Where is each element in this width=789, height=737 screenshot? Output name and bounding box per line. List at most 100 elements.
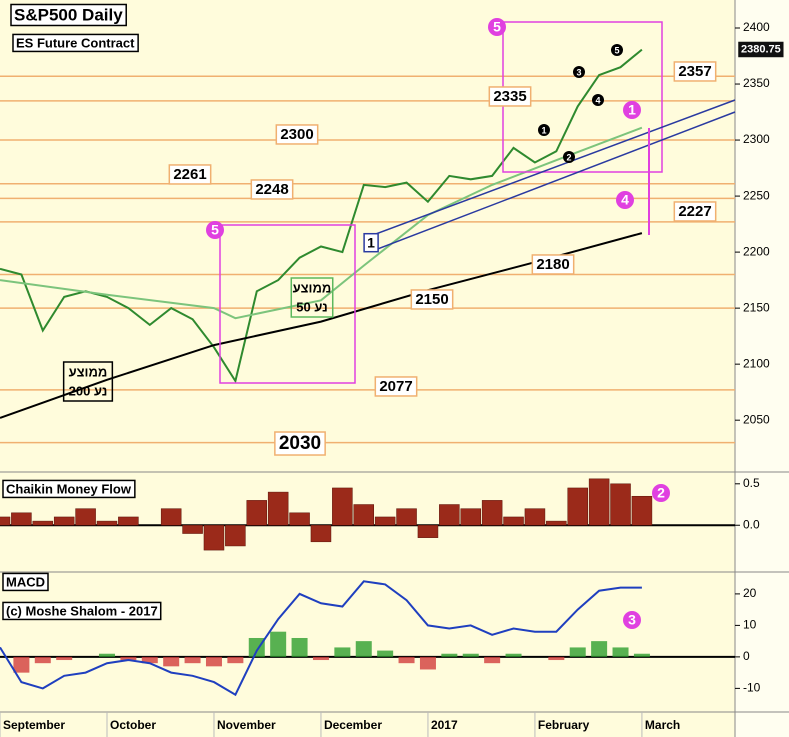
histogram-bar <box>120 656 137 661</box>
histogram-bar <box>334 647 351 657</box>
histogram-bar <box>141 656 158 664</box>
annotation-marker <box>623 611 641 629</box>
histogram-bar <box>291 637 308 657</box>
histogram-bar <box>633 653 650 657</box>
histogram-bar <box>312 656 329 661</box>
bar <box>225 524 246 547</box>
bar <box>396 508 417 526</box>
annotation: נע 50 <box>296 299 327 314</box>
bar <box>96 520 118 526</box>
annotation: 3 <box>576 67 581 77</box>
label-box <box>410 289 454 310</box>
bar <box>631 495 653 526</box>
chart-subtitle: ES Future Contract <box>16 35 135 50</box>
annotation: 4 <box>595 95 600 105</box>
x-tick-label: November <box>217 718 276 732</box>
bar <box>439 504 460 526</box>
label-box <box>274 431 326 456</box>
x-tick-label: October <box>110 718 156 732</box>
x-tick-label: September <box>3 718 65 732</box>
label-box <box>2 479 136 499</box>
bar <box>503 516 524 526</box>
annotation: נע 200 <box>69 383 108 398</box>
annotation: 2 <box>657 485 665 501</box>
marks <box>0 48 735 697</box>
level-label: 2300 <box>280 126 313 143</box>
chart-title: S&P500 Daily <box>14 5 123 24</box>
bar <box>481 500 503 526</box>
annotation-marker <box>652 484 670 502</box>
bar <box>460 508 481 526</box>
label-box <box>250 179 294 200</box>
label-box <box>738 41 784 58</box>
bar <box>332 487 353 526</box>
histogram-bar <box>569 647 586 657</box>
y-tick-label: 2350 <box>743 76 770 90</box>
histogram-bar <box>56 656 73 661</box>
level-label: 2030 <box>279 433 321 454</box>
bar <box>53 516 75 526</box>
y-tick-label: 2400 <box>743 20 770 34</box>
level-label: 2335 <box>493 88 526 105</box>
level-label: 2261 <box>173 166 206 183</box>
histogram-bar <box>462 653 479 657</box>
annotation: 2 <box>566 152 571 162</box>
bar <box>310 524 332 543</box>
panel-subtitle: (c) Moshe Shalom - 2017 <box>6 603 158 618</box>
y-tick-label: 2100 <box>743 356 770 370</box>
label-box <box>531 254 575 275</box>
annotation-marker <box>488 18 506 36</box>
annotation: 5 <box>493 19 501 35</box>
label-box <box>673 61 717 82</box>
value-label: 2380.75 <box>741 43 781 55</box>
annotation: 1 <box>628 102 636 118</box>
histogram-bar <box>484 656 501 664</box>
histogram-bar <box>13 656 30 673</box>
histogram-bar <box>248 637 265 657</box>
y-tick-label: 2050 <box>743 412 770 426</box>
annotation-marker <box>563 151 575 163</box>
level-label: 2248 <box>255 181 288 198</box>
series-line <box>0 580 642 697</box>
label-box <box>374 376 418 397</box>
y-tick-label: -10 <box>743 681 761 695</box>
highlight-box <box>219 224 356 384</box>
label-box <box>2 572 49 592</box>
y-tick-label: 2150 <box>743 300 770 314</box>
level-label: 2180 <box>536 256 569 273</box>
annotation: 5 <box>614 45 619 55</box>
bar <box>32 520 54 526</box>
histogram-bar <box>591 641 608 657</box>
trend-line <box>364 99 736 239</box>
x-tick-label: March <box>645 718 680 732</box>
y-tick-label: 2300 <box>743 132 770 146</box>
y-tick-label: 0.0 <box>743 517 760 531</box>
histogram-bar <box>205 656 222 667</box>
x-tick-label: December <box>324 718 382 732</box>
annotation-box <box>290 277 334 318</box>
level-label: 2077 <box>379 378 412 395</box>
annotation-box <box>62 361 114 402</box>
bar <box>203 524 225 551</box>
series-line <box>0 48 643 384</box>
annotation-marker <box>573 66 585 78</box>
bar <box>374 516 396 526</box>
trend-line <box>374 111 736 251</box>
label-box <box>168 164 212 185</box>
level-label: 2357 <box>678 63 711 80</box>
bar <box>610 483 631 526</box>
axis-strip <box>735 0 789 737</box>
annotation-marker <box>611 44 623 56</box>
bar <box>567 487 588 526</box>
panel-title: MACD <box>6 574 45 589</box>
y-tick-label: 0 <box>743 649 750 663</box>
annotation-marker <box>623 101 641 119</box>
level-label: 2150 <box>415 291 448 308</box>
bar <box>11 512 32 526</box>
y-tick-label: 2200 <box>743 244 770 258</box>
panel-title: Chaikin Money Flow <box>6 481 132 496</box>
y-tick-label: 10 <box>743 618 757 632</box>
bar <box>524 508 546 526</box>
histogram-bar <box>612 647 629 657</box>
